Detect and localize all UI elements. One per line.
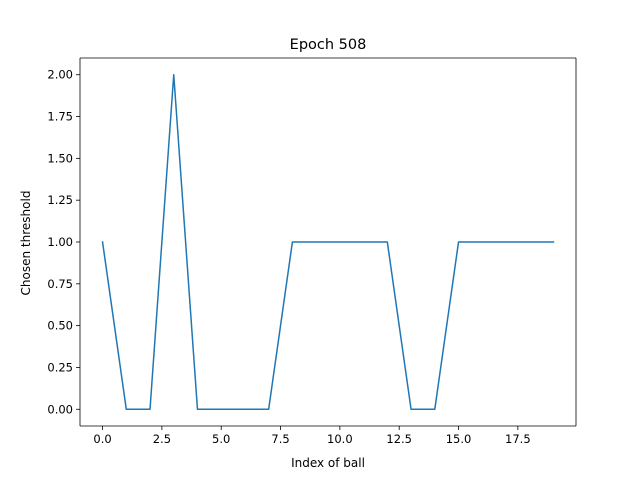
series-line-0	[101, 73, 555, 411]
y-axis-label: Chosen threshold	[19, 191, 33, 296]
x-tick-label: 17.5	[505, 432, 531, 446]
x-tick-label: 12.5	[386, 432, 412, 446]
y-tick-label: 1.00	[47, 235, 73, 249]
y-tick-label: 1.75	[47, 110, 73, 124]
x-tick-label: 10.0	[327, 432, 353, 446]
y-tick-label: 1.50	[47, 151, 73, 165]
x-tick-label: 7.5	[271, 432, 289, 446]
y-tick-label: 1.25	[47, 193, 73, 207]
chart-title: Epoch 508	[290, 37, 367, 53]
y-tick-label: 0.25	[47, 360, 73, 374]
x-tick-label: 2.5	[153, 432, 171, 446]
y-tick-label: 0.00	[47, 402, 73, 416]
x-axis-label: Index of ball	[291, 456, 365, 470]
x-tick-label: 5.0	[212, 432, 230, 446]
y-tick-label: 0.75	[47, 277, 73, 291]
y-tick-label: 2.00	[47, 68, 73, 82]
x-tick-label: 0.0	[93, 432, 111, 446]
y-tick-label: 0.50	[47, 319, 73, 333]
plot-area: 0.0 2.5 5.0 7.5 10.0 12.5 15.0 17.5 0.00 0.25 0.50…	[47, 57, 577, 446]
x-tick-label: 15.0	[446, 432, 472, 446]
